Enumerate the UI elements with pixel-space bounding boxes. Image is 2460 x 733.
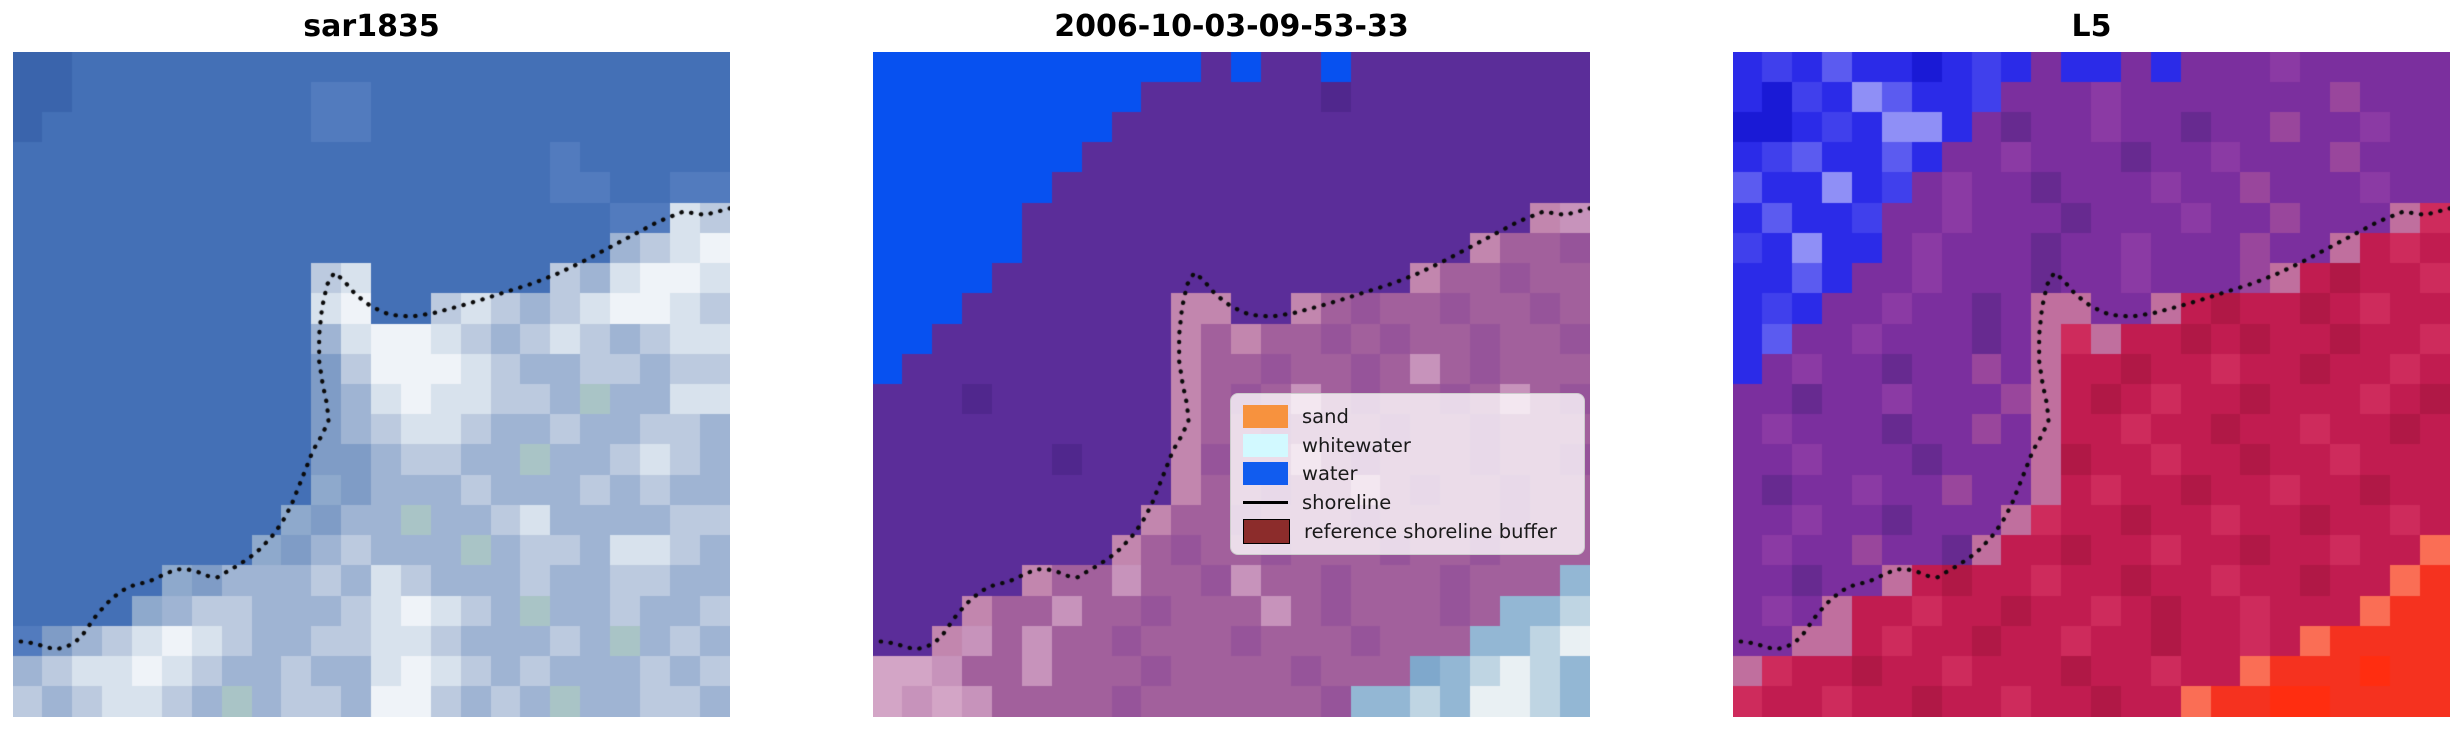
legend-item-reference-shoreline-buffer: reference shoreline buffer — [1243, 519, 1574, 545]
reference-shoreline-buffer-swatch — [1243, 519, 1290, 545]
legend-label: water — [1302, 462, 1358, 486]
shoreline-swatch — [1243, 501, 1288, 505]
legend-item-water: water — [1243, 461, 1574, 487]
water-swatch — [1243, 462, 1288, 486]
legend-label: sand — [1302, 404, 1349, 428]
panel-l5 — [1733, 52, 2450, 717]
l5-image — [1733, 52, 2450, 717]
legend-label: whitewater — [1302, 433, 1411, 457]
legend-item-shoreline: shoreline — [1243, 490, 1574, 516]
legend-label: shoreline — [1302, 491, 1392, 515]
panel-title-l5: L5 — [2071, 9, 2112, 44]
classified-image — [873, 52, 1590, 717]
legend-item-whitewater: whitewater — [1243, 432, 1574, 458]
sar-image — [13, 52, 730, 717]
legend: sand whitewater water shoreline reference sh… — [1230, 393, 1585, 555]
panel-title-date: 2006-10-03-09-53-33 — [1054, 9, 1409, 44]
sand-swatch — [1243, 404, 1288, 428]
legend-label: reference shoreline buffer — [1304, 520, 1557, 544]
panel-sar1835 — [13, 52, 730, 717]
legend-item-sand: sand — [1243, 403, 1574, 429]
whitewater-swatch — [1243, 433, 1288, 457]
panel-classified: sand whitewater water shoreline reference sh… — [873, 52, 1590, 717]
panel-title-sar: sar1835 — [303, 9, 440, 44]
